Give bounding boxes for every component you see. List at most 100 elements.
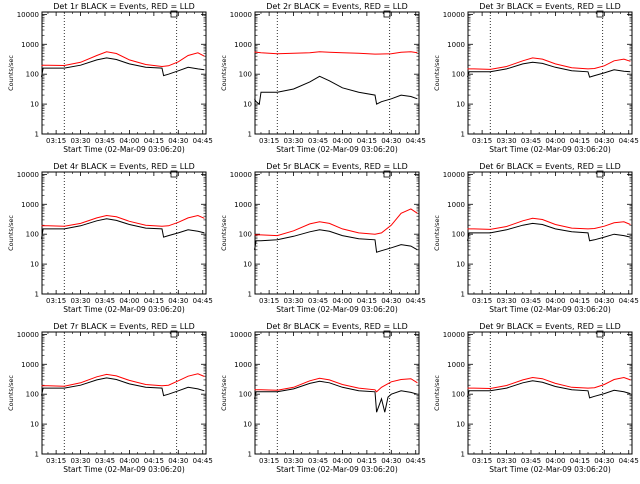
y-tick-label: 10000 (17, 11, 39, 19)
plot-panel: Det 1r BLACK = Events, RED = LLD 1 10 100 10… (0, 0, 213, 160)
plot-panel: Det 2r BLACK = Events, RED = LLD 1 10 100 10… (213, 0, 426, 160)
x-tick-label: 04:00 (119, 457, 139, 465)
plot-marker-box (383, 170, 391, 178)
x-axis-label: Start Time (02-Mar-09 03:06:20) (63, 465, 185, 474)
plot-marker-box (596, 10, 604, 18)
x-tick-label: 04:00 (119, 137, 139, 145)
x-axis-label: Start Time (02-Mar-09 03:06:20) (276, 305, 398, 314)
events-series-line (254, 229, 418, 253)
y-tick-label: 100 (452, 231, 465, 239)
plot-marker-box (170, 170, 178, 178)
y-tick-label: 1000 (21, 201, 39, 209)
plot-title: Det 8r BLACK = Events, RED = LLD (266, 322, 408, 331)
x-axis-label: Start Time (02-Mar-09 03:06:20) (489, 465, 611, 474)
plot-panel: Det 5r BLACK = Events, RED = LLD 1 10 100 10… (213, 160, 426, 320)
y-tick-label: 10 (30, 421, 39, 429)
y-tick-label: 1 (461, 131, 465, 139)
y-tick-label: 10000 (17, 171, 39, 179)
x-axis-label: Start Time (02-Mar-09 03:06:20) (489, 145, 611, 154)
x-tick-label: 03:45 (95, 137, 115, 145)
y-tick-label: 10000 (443, 11, 465, 19)
x-tick-label: 03:15 (472, 137, 492, 145)
events-series-line (467, 380, 631, 399)
events-series-line (41, 218, 205, 239)
plot-svg: Det 3r BLACK = Events, RED = LLD 1 10 100 10… (433, 2, 639, 154)
lld-series-line (41, 214, 205, 227)
x-tick-label: 04:30 (381, 297, 401, 305)
x-tick-label: 04:15 (570, 137, 590, 145)
lld-series-line (41, 373, 205, 387)
x-tick-label: 04:15 (144, 297, 164, 305)
y-tick-label: 1 (461, 291, 465, 299)
plot-title: Det 9r BLACK = Events, RED = LLD (479, 322, 621, 331)
plot-frame (467, 11, 633, 135)
plot-frame (41, 171, 207, 295)
y-tick-label: 1 (461, 451, 465, 459)
x-tick-label: 04:45 (193, 137, 213, 145)
x-tick-label: 04:00 (332, 297, 352, 305)
x-tick-label: 03:45 (308, 137, 328, 145)
plot-marker-box (170, 330, 178, 338)
x-tick-label: 03:45 (521, 137, 541, 145)
x-tick-label: 03:30 (70, 137, 90, 145)
x-tick-label: 04:45 (619, 297, 639, 305)
y-tick-label: 1000 (447, 201, 465, 209)
plot-title: Det 4r BLACK = Events, RED = LLD (53, 162, 195, 171)
events-series-line (41, 377, 205, 397)
y-tick-label: 10 (30, 261, 39, 269)
x-tick-label: 03:45 (95, 297, 115, 305)
y-tick-label: 1000 (21, 361, 39, 369)
y-axis-label: Counts/sec (7, 55, 15, 91)
y-tick-label: 10 (456, 261, 465, 269)
plot-frame (41, 11, 207, 135)
x-tick-label: 03:45 (521, 297, 541, 305)
x-tick-label: 04:00 (545, 297, 565, 305)
y-tick-label: 10 (456, 421, 465, 429)
y-tick-label: 100 (239, 231, 252, 239)
plot-svg: Det 8r BLACK = Events, RED = LLD 1 10 100 10… (220, 322, 426, 474)
y-tick-label: 10000 (230, 171, 252, 179)
x-axis-label: Start Time (02-Mar-09 03:06:20) (276, 465, 398, 474)
plot-title: Det 1r BLACK = Events, RED = LLD (53, 2, 195, 11)
x-tick-label: 04:45 (619, 457, 639, 465)
plot-marker-box (596, 330, 604, 338)
plot-title: Det 5r BLACK = Events, RED = LLD (266, 162, 408, 171)
plot-svg: Det 4r BLACK = Events, RED = LLD 1 10 100 10… (7, 162, 213, 314)
x-tick-label: 04:15 (357, 297, 377, 305)
x-tick-label: 04:15 (357, 137, 377, 145)
x-tick-label: 04:00 (545, 457, 565, 465)
x-tick-label: 03:30 (283, 457, 303, 465)
plot-title: Det 6r BLACK = Events, RED = LLD (479, 162, 621, 171)
x-tick-label: 04:45 (619, 137, 639, 145)
lld-series-line (41, 51, 205, 68)
x-tick-label: 04:00 (545, 137, 565, 145)
x-tick-label: 03:30 (283, 297, 303, 305)
plot-svg: Det 6r BLACK = Events, RED = LLD 1 10 100 10… (433, 162, 639, 314)
x-tick-label: 04:30 (168, 297, 188, 305)
y-tick-label: 10 (243, 101, 252, 109)
events-series-line (254, 75, 418, 106)
y-tick-label: 10000 (230, 331, 252, 339)
plot-title: Det 7r BLACK = Events, RED = LLD (53, 322, 195, 331)
x-tick-label: 03:15 (46, 137, 66, 145)
x-tick-label: 03:30 (496, 137, 516, 145)
plot-panel: Det 8r BLACK = Events, RED = LLD 1 10 100 10… (213, 320, 426, 480)
plot-svg: Det 1r BLACK = Events, RED = LLD 1 10 100 10… (7, 2, 213, 154)
lld-series-line (467, 217, 631, 230)
x-tick-label: 03:30 (496, 297, 516, 305)
x-tick-label: 04:30 (381, 137, 401, 145)
x-tick-label: 04:15 (144, 137, 164, 145)
x-tick-label: 03:45 (308, 457, 328, 465)
y-axis-label: Counts/sec (220, 55, 228, 91)
x-tick-label: 04:00 (332, 137, 352, 145)
lld-series-line (467, 57, 631, 70)
y-tick-label: 1000 (21, 41, 39, 49)
y-tick-label: 10 (456, 101, 465, 109)
plot-svg: Det 5r BLACK = Events, RED = LLD 1 10 100 10… (220, 162, 426, 314)
y-tick-label: 1000 (234, 201, 252, 209)
y-tick-label: 1000 (447, 361, 465, 369)
y-axis-label: Counts/sec (433, 215, 441, 251)
x-tick-label: 04:45 (193, 457, 213, 465)
y-tick-label: 10 (243, 421, 252, 429)
